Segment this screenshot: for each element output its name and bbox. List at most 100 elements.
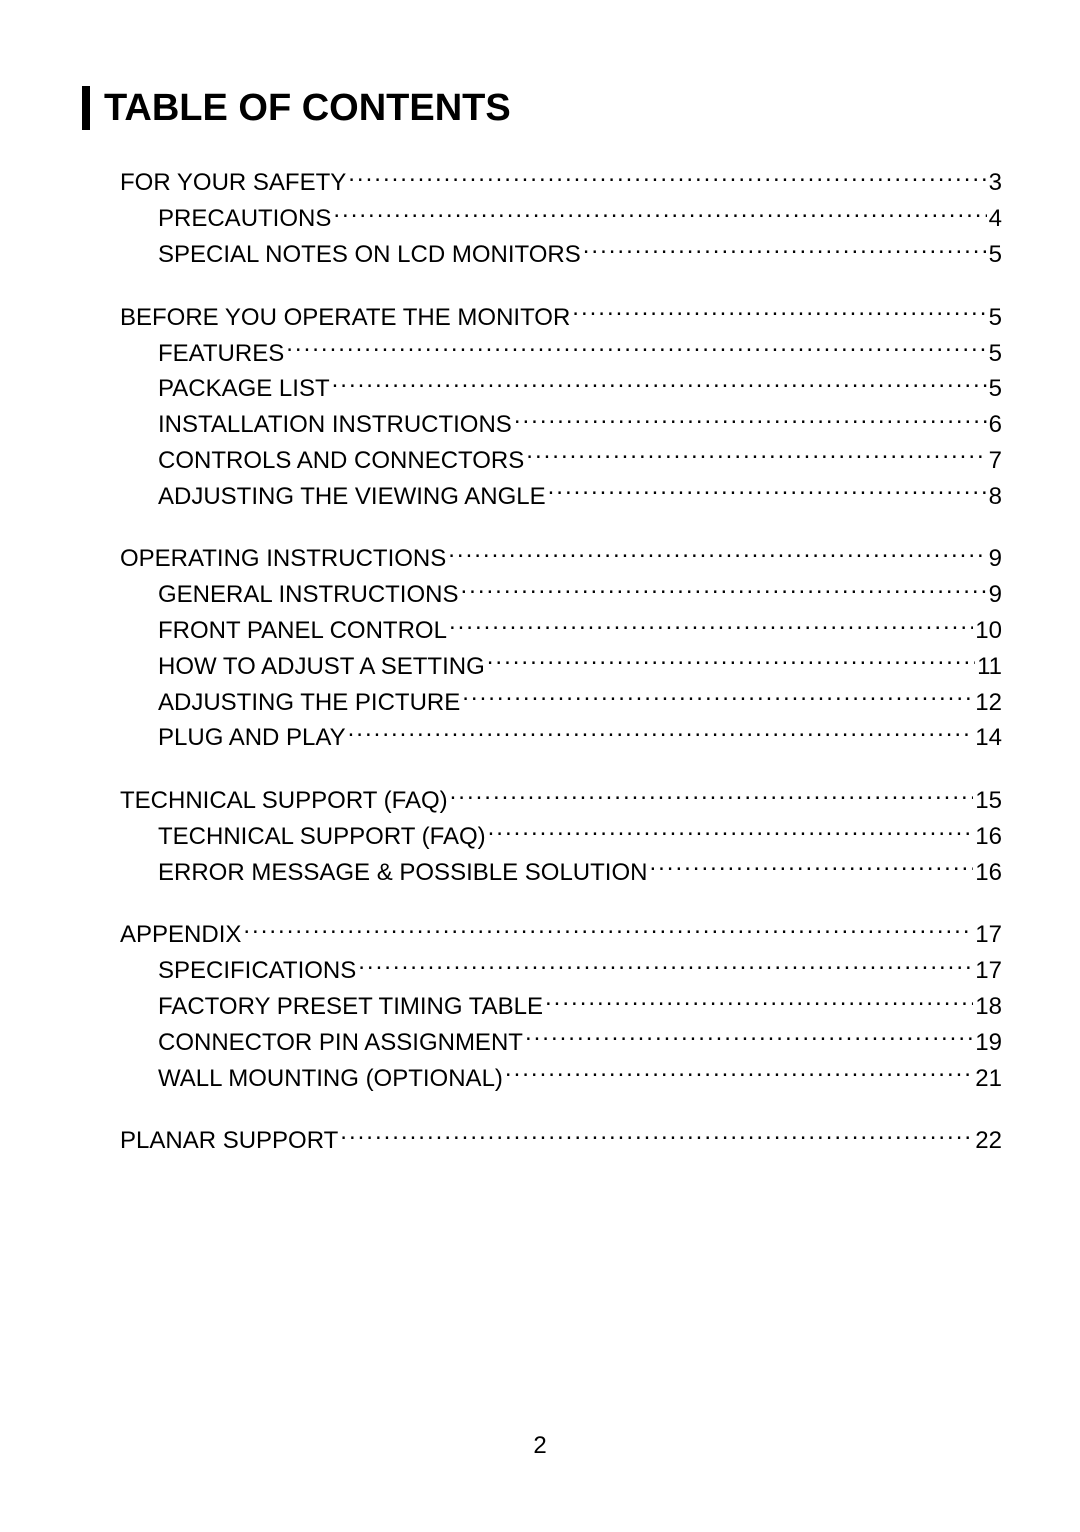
toc-dots [332,370,987,396]
toc-entry: PLANAR SUPPORT 22 [120,1122,1002,1158]
toc-entry-label: OPERATING INSTRUCTIONS [120,543,446,575]
toc-dots [525,1023,973,1049]
toc-dots [462,683,973,709]
toc-entry-page: 3 [989,167,1002,199]
toc-subentry-page: 9 [989,579,1002,611]
toc-subentry-label: PLUG AND PLAY [158,722,346,754]
toc-subentry-page: 11 [977,651,1002,683]
toc-entry-label: BEFORE YOU OPERATE THE MONITOR [120,302,570,334]
toc-dots [340,1122,973,1148]
toc-dots [649,853,973,879]
toc-subentry-page: 10 [975,615,1002,647]
toc-subentry-page: 5 [989,338,1002,370]
toc-entry: TECHNICAL SUPPORT (FAQ) 15 [120,782,1002,818]
toc-subentry: SPECIFICATIONS 17 [120,952,1002,988]
toc-subentry-page: 6 [989,409,1002,441]
toc-subentry-label: CONTROLS AND CONNECTORS [158,445,524,477]
toc-subentry: TECHNICAL SUPPORT (FAQ) 16 [120,818,1002,854]
toc-dots [450,782,974,808]
toc-dots [548,477,987,503]
toc-subentry-label: INSTALLATION INSTRUCTIONS [158,409,512,441]
toc-entry: APPENDIX 17 [120,916,1002,952]
toc-subentry: PACKAGE LIST 5 [120,370,1002,406]
title-bar-icon [82,86,90,130]
toc-group: FOR YOUR SAFETY3PRECAUTIONS 4SPECIAL NOT… [120,164,1002,271]
page-title: TABLE OF CONTENTS [104,87,511,130]
page-number: 2 [0,1432,1080,1460]
toc-subentry-label: FEATURES [158,338,284,370]
toc-dots [526,441,986,467]
toc-dots [487,647,975,673]
toc-subentry-page: 14 [975,722,1002,754]
toc-entry-label: FOR YOUR SAFETY [120,167,346,199]
toc-subentry: WALL MOUNTING (OPTIONAL) 21 [120,1059,1002,1095]
toc-subentry: FEATURES 5 [120,334,1002,370]
toc-subentry: ERROR MESSAGE & POSSIBLE SOLUTION 16 [120,853,1002,889]
toc-dots [333,200,986,226]
toc-subentry-page: 4 [989,203,1002,235]
toc-dots [545,988,973,1014]
toc-subentry-label: HOW TO ADJUST A SETTING [158,651,485,683]
toc-group: OPERATING INSTRUCTIONS 9GENERAL INSTRUCT… [120,540,1002,755]
toc-dots [449,612,973,638]
toc-dots [348,719,974,745]
toc-dots [448,540,986,566]
toc-dots [243,916,973,942]
toc-group: PLANAR SUPPORT 22 [120,1122,1002,1158]
toc-subentry-label: PRECAUTIONS [158,203,331,235]
toc-subentry-label: PACKAGE LIST [158,373,330,405]
toc-subentry-label: SPECIAL NOTES ON LCD MONITORS [158,239,581,271]
toc-subentry-label: GENERAL INSTRUCTIONS [158,579,458,611]
toc-entry-page: 22 [975,1125,1002,1157]
toc-subentry-page: 16 [975,857,1002,889]
toc-entry: OPERATING INSTRUCTIONS 9 [120,540,1002,576]
toc-entry-page: 17 [975,919,1002,951]
toc-group: TECHNICAL SUPPORT (FAQ) 15TECHNICAL SUPP… [120,782,1002,889]
toc-entry-page: 9 [989,543,1002,575]
toc-subentry: SPECIAL NOTES ON LCD MONITORS 5 [120,236,1002,272]
toc-subentry-page: 21 [975,1063,1002,1095]
toc-subentry-page: 18 [975,991,1002,1023]
toc-dots [505,1059,973,1085]
toc-subentry: PRECAUTIONS 4 [120,200,1002,236]
toc-subentry-label: WALL MOUNTING (OPTIONAL) [158,1063,503,1095]
toc-subentry: FRONT PANEL CONTROL 10 [120,612,1002,648]
toc-subentry: CONTROLS AND CONNECTORS 7 [120,441,1002,477]
toc-subentry: GENERAL INSTRUCTIONS 9 [120,576,1002,612]
toc-subentry-label: ADJUSTING THE VIEWING ANGLE [158,481,546,513]
toc-dots [358,952,973,978]
toc-subentry-page: 16 [975,821,1002,853]
toc-subentry-label: ADJUSTING THE PICTURE [158,687,460,719]
toc-subentry: HOW TO ADJUST A SETTING 11 [120,647,1002,683]
table-of-contents: FOR YOUR SAFETY3PRECAUTIONS 4SPECIAL NOT… [82,164,1002,1158]
toc-entry-label: PLANAR SUPPORT [120,1125,338,1157]
toc-entry-label: TECHNICAL SUPPORT (FAQ) [120,785,448,817]
toc-subentry-label: TECHNICAL SUPPORT (FAQ) [158,821,486,853]
toc-subentry-label: SPECIFICATIONS [158,955,356,987]
toc-dots [348,164,986,190]
toc-subentry: ADJUSTING THE VIEWING ANGLE 8 [120,477,1002,513]
toc-dots [460,576,986,602]
toc-group: APPENDIX 17SPECIFICATIONS 17FACTORY PRES… [120,916,1002,1095]
toc-entry-page: 15 [975,785,1002,817]
toc-dots [572,298,986,324]
toc-subentry: INSTALLATION INSTRUCTIONS 6 [120,406,1002,442]
toc-dots [286,334,986,360]
toc-subentry-page: 19 [975,1027,1002,1059]
toc-dots [488,818,974,844]
toc-subentry: PLUG AND PLAY 14 [120,719,1002,755]
toc-subentry-label: FRONT PANEL CONTROL [158,615,447,647]
toc-subentry-page: 17 [975,955,1002,987]
toc-subentry-label: CONNECTOR PIN ASSIGNMENT [158,1027,523,1059]
toc-entry-label: APPENDIX [120,919,241,951]
toc-subentry-page: 7 [989,445,1002,477]
toc-subentry: FACTORY PRESET TIMING TABLE 18 [120,988,1002,1024]
title-row: TABLE OF CONTENTS [82,86,1002,130]
toc-group: BEFORE YOU OPERATE THE MONITOR 5FEATURES… [120,298,1002,513]
toc-entry: BEFORE YOU OPERATE THE MONITOR 5 [120,298,1002,334]
toc-entry-page: 5 [989,302,1002,334]
toc-subentry-label: ERROR MESSAGE & POSSIBLE SOLUTION [158,857,647,889]
toc-entry: FOR YOUR SAFETY 3 [120,164,1002,200]
toc-subentry-page: 8 [989,481,1002,513]
toc-subentry: ADJUSTING THE PICTURE 12 [120,683,1002,719]
